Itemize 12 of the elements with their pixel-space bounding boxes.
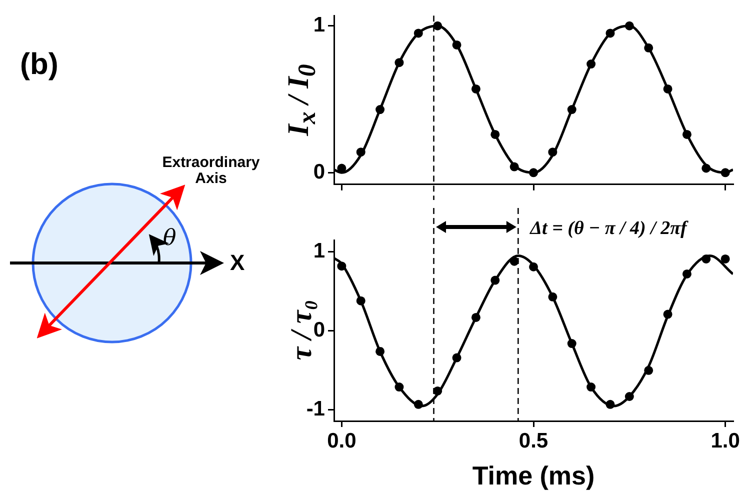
x-tick-label: 0.0 bbox=[327, 429, 356, 452]
x-tick-label: 0.5 bbox=[518, 429, 548, 452]
x-tick-label: 1.0 bbox=[710, 429, 740, 452]
y-tick-label: 1 bbox=[313, 14, 326, 37]
text: Extraordinary Axis bbox=[161, 154, 261, 187]
text: Δt = (θ − π / 4) / 2πf bbox=[530, 218, 687, 240]
y-tick-label: 1 bbox=[313, 240, 326, 263]
text: (b) bbox=[20, 48, 58, 82]
text: X bbox=[230, 250, 245, 276]
y-tick-label: -1 bbox=[306, 398, 326, 421]
x-axis-title: Time (ms) bbox=[472, 460, 595, 491]
y-tick-label: 0 bbox=[313, 160, 325, 184]
